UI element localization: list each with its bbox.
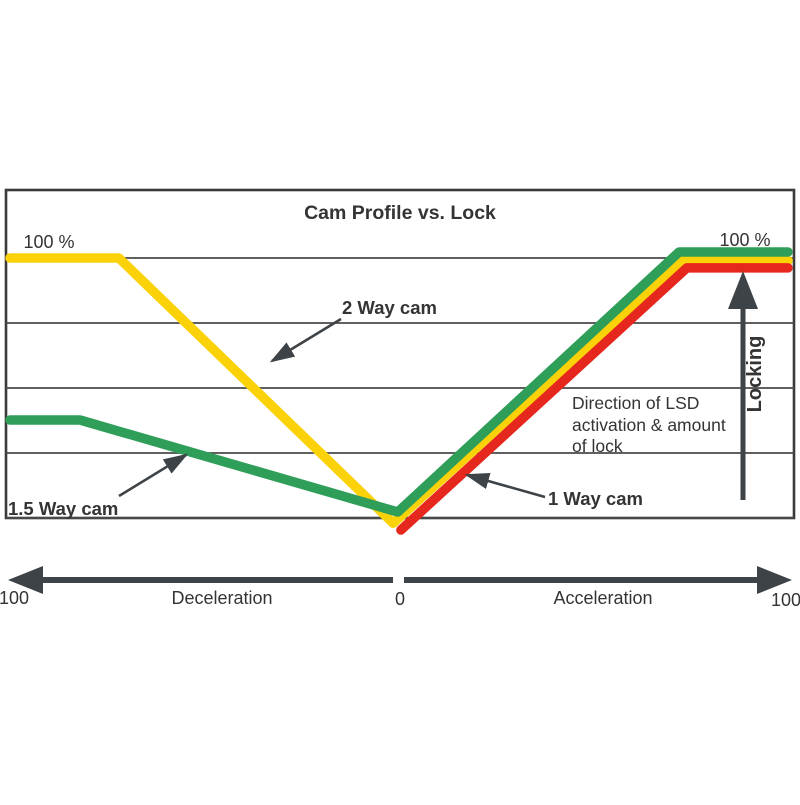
series-line-2-way-cam	[5, 253, 793, 528]
callout-1-5-way-cam-label: 1.5 Way cam	[8, 498, 118, 519]
callout-1-way-cam-arrow	[464, 472, 546, 499]
gridlines-layer	[6, 257, 794, 519]
direction-text-line1: Direction of LSD	[572, 393, 699, 413]
y-100pct-label-left: 100 %	[23, 232, 74, 252]
locking-label: Locking	[744, 336, 766, 413]
x-axis-deceleration-label: Deceleration	[171, 588, 272, 608]
callout-2-way-cam-arrow	[269, 317, 342, 363]
callout-1-5-way-cam-arrow	[118, 453, 189, 498]
plot-area-border	[4, 188, 796, 520]
locking-arrow-head	[728, 271, 758, 309]
x-axis-acceleration-label: Acceleration	[553, 588, 652, 608]
series-line-1-way-cam	[396, 263, 793, 535]
callout-2-way-cam-label: 2 Way cam	[342, 297, 437, 318]
locking-direction-arrow	[728, 271, 758, 500]
y-100pct-label-right: 100 %	[719, 230, 770, 250]
series-line-1-5-way-cam	[5, 247, 793, 517]
x-axis-right-arrowhead	[757, 566, 792, 594]
series-layer	[5, 247, 793, 535]
direction-of-lsd-text: Direction of LSD activation & amount of …	[572, 393, 726, 456]
x-axis-arrow	[8, 566, 792, 594]
x-axis-right-100-label: 100	[771, 590, 800, 610]
direction-text-line2: activation & amount	[572, 415, 726, 435]
x-axis-left-arrowhead	[8, 566, 43, 594]
x-axis-zero-label: 0	[395, 589, 405, 609]
callout-1-way-cam-label: 1 Way cam	[548, 488, 643, 509]
x-axis-left-100-label: 100	[0, 588, 29, 608]
direction-text-line3: of lock	[572, 436, 623, 456]
chart-title: Cam Profile vs. Lock	[304, 202, 496, 224]
